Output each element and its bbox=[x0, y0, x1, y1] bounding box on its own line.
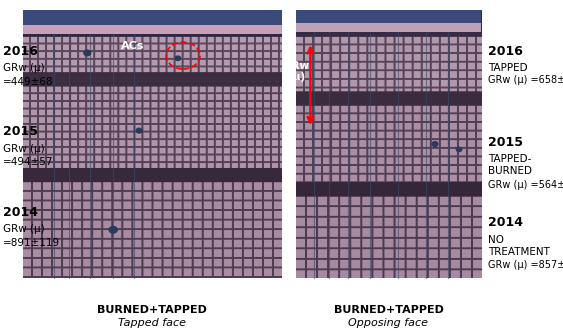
Ellipse shape bbox=[457, 147, 462, 152]
Text: GRw (μ): GRw (μ) bbox=[3, 224, 44, 234]
Text: TAPPED: TAPPED bbox=[488, 63, 528, 73]
Text: BURNED+TAPPED: BURNED+TAPPED bbox=[333, 305, 444, 315]
Text: 2015: 2015 bbox=[488, 136, 523, 149]
FancyBboxPatch shape bbox=[23, 10, 282, 25]
Text: BURNED+TAPPED: BURNED+TAPPED bbox=[97, 305, 207, 315]
Ellipse shape bbox=[109, 226, 117, 233]
Ellipse shape bbox=[136, 128, 142, 133]
Text: =449±68: =449±68 bbox=[3, 77, 53, 87]
Text: =891±119: =891±119 bbox=[3, 238, 60, 248]
FancyBboxPatch shape bbox=[23, 25, 282, 34]
Text: =494±57: =494±57 bbox=[3, 157, 53, 167]
Text: BURNED: BURNED bbox=[488, 166, 532, 176]
Text: TREATMENT: TREATMENT bbox=[488, 247, 550, 257]
Text: 2014: 2014 bbox=[488, 216, 523, 229]
Text: GRw (μ) =564±62: GRw (μ) =564±62 bbox=[488, 180, 563, 190]
Text: 2016: 2016 bbox=[488, 45, 523, 58]
FancyBboxPatch shape bbox=[296, 23, 481, 32]
Text: GRw (μ): GRw (μ) bbox=[3, 144, 44, 154]
Text: 2016: 2016 bbox=[3, 45, 38, 58]
Text: GRw
(μ): GRw (μ) bbox=[283, 61, 310, 82]
Ellipse shape bbox=[175, 56, 181, 61]
Text: GRw (μ) =658±75: GRw (μ) =658±75 bbox=[488, 75, 563, 85]
Text: Opposing face: Opposing face bbox=[348, 318, 428, 328]
Text: 2014: 2014 bbox=[3, 206, 38, 219]
Text: Tapped face: Tapped face bbox=[118, 318, 186, 328]
Text: NO: NO bbox=[488, 235, 504, 245]
Text: TAPPED-: TAPPED- bbox=[488, 154, 531, 164]
Text: ACs: ACs bbox=[121, 41, 144, 51]
FancyBboxPatch shape bbox=[296, 10, 481, 23]
Ellipse shape bbox=[432, 142, 438, 146]
Text: 2015: 2015 bbox=[3, 125, 38, 138]
Text: GRw (μ) =857±130: GRw (μ) =857±130 bbox=[488, 260, 563, 270]
Text: GRw (μ): GRw (μ) bbox=[3, 63, 44, 73]
Ellipse shape bbox=[84, 50, 91, 56]
